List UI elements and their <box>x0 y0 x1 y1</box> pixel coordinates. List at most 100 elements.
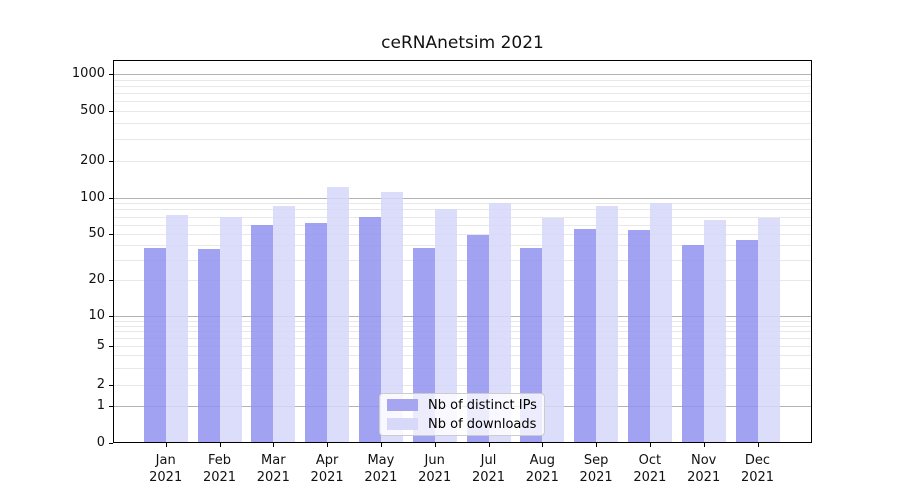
y-tick-label-2: 2 <box>96 377 105 392</box>
bar-nov-distinct-ips <box>681 245 704 442</box>
x-tick-mark <box>596 443 598 447</box>
bar-apr-downloads <box>327 187 350 442</box>
minor-gridline-800 <box>114 85 811 87</box>
x-tick-mark <box>219 443 221 447</box>
x-tick-mark <box>165 443 167 447</box>
x-tick-mark <box>649 443 651 447</box>
y-tick-mark <box>109 406 113 407</box>
legend-label-distinct-ips: Nb of distinct IPs <box>428 397 537 413</box>
x-tick-label-feb: Feb 2021 <box>192 452 248 486</box>
bar-dec-downloads <box>757 218 780 442</box>
x-tick-year: 2021 <box>740 470 775 485</box>
x-tick-label-aug: Aug 2021 <box>514 452 570 486</box>
x-tick-year: 2021 <box>471 470 506 485</box>
minor-gridline-60 <box>114 224 811 226</box>
bar-mar-distinct-ips <box>251 224 274 442</box>
y-tick-mark <box>109 197 113 199</box>
chart-title: ceRNAnetsim 2021 <box>381 33 544 53</box>
minor-gridline-80 <box>114 209 811 211</box>
x-tick-mark <box>542 443 544 447</box>
legend: Nb of distinct IPs Nb of downloads <box>379 393 545 436</box>
x-tick-month: Nov <box>691 453 717 468</box>
bar-jan-downloads <box>165 215 188 442</box>
minor-gridline-700 <box>114 93 811 95</box>
x-tick-mark <box>757 443 759 447</box>
x-tick-year: 2021 <box>202 470 237 485</box>
minor-gridline-20 <box>114 280 811 281</box>
x-tick-month: Feb <box>207 453 232 468</box>
x-tick-month: Aug <box>529 453 555 468</box>
y-tick-mark <box>109 111 113 112</box>
minor-gridline-500 <box>114 111 811 112</box>
bar-feb-downloads <box>219 217 242 442</box>
minor-gridline-200 <box>114 160 811 162</box>
y-tick-label-200: 200 <box>80 152 105 168</box>
x-tick-month: Dec <box>744 453 771 468</box>
bar-jul-distinct-ips <box>466 235 489 442</box>
x-tick-month: Apr <box>315 453 339 468</box>
x-tick-mark <box>703 443 705 447</box>
x-tick-month: Mar <box>261 453 286 468</box>
x-tick-year: 2021 <box>687 470 721 485</box>
legend-swatch-distinct-ips <box>387 399 418 411</box>
y-tick-label-500: 500 <box>80 103 105 118</box>
bar-may-distinct-ips <box>358 216 381 442</box>
y-tick-mark <box>109 316 113 317</box>
legend-item-distinct-ips: Nb of distinct IPs <box>387 398 544 413</box>
bar-jul-downloads <box>488 203 511 442</box>
legend-label-downloads: Nb of downloads <box>428 416 537 432</box>
bar-may-downloads <box>380 192 403 442</box>
x-tick-label-oct: Oct 2021 <box>622 452 678 486</box>
x-tick-year: 2021 <box>256 470 290 485</box>
bar-sep-distinct-ips <box>574 229 597 442</box>
x-tick-mark <box>327 443 329 447</box>
x-tick-label-dec: Dec 2021 <box>730 452 786 486</box>
x-tick-year: 2021 <box>579 470 613 485</box>
legend-swatch-downloads <box>387 418 418 430</box>
y-tick-label-0: 0 <box>96 435 105 450</box>
x-tick-year: 2021 <box>149 470 183 485</box>
minor-gridline-9 <box>114 320 811 322</box>
bar-nov-downloads <box>703 220 726 442</box>
minor-gridline-300 <box>114 138 811 140</box>
x-tick-month: Oct <box>638 453 662 468</box>
x-tick-year: 2021 <box>364 470 398 485</box>
x-tick-label-jan: Jan 2021 <box>138 452 194 486</box>
bar-jun-downloads <box>434 209 457 442</box>
y-tick-mark <box>109 443 113 444</box>
minor-gridline-50 <box>114 234 811 236</box>
x-tick-year: 2021 <box>525 470 559 485</box>
x-tick-year: 2021 <box>418 470 452 485</box>
minor-gridline-30 <box>114 259 811 261</box>
minor-gridline-4 <box>114 355 811 357</box>
y-tick-label-1: 1 <box>96 398 105 413</box>
x-tick-label-jul: Jul 2021 <box>461 452 517 486</box>
bar-aug-downloads <box>542 218 565 442</box>
bar-feb-distinct-ips <box>197 249 220 442</box>
x-tick-month: Sep <box>583 453 609 468</box>
plot-area <box>113 60 812 443</box>
x-tick-year: 2021 <box>310 470 344 485</box>
bar-oct-downloads <box>649 202 672 442</box>
y-tick-label-5: 5 <box>96 338 105 353</box>
minor-gridline-2 <box>114 385 811 386</box>
x-tick-label-jun: Jun 2021 <box>407 452 463 486</box>
y-tick-mark <box>109 160 113 162</box>
y-tick-mark <box>109 346 113 347</box>
bar-jan-distinct-ips <box>143 247 166 442</box>
minor-gridline-8 <box>114 325 811 327</box>
x-tick-month: Jun <box>424 453 445 468</box>
y-tick-mark <box>109 74 113 75</box>
minor-gridline-900 <box>114 79 811 81</box>
major-gridline-10 <box>114 316 811 317</box>
x-tick-mark <box>273 443 275 447</box>
y-tick-label-1000: 1000 <box>71 66 105 81</box>
x-tick-year: 2021 <box>633 470 667 485</box>
bar-dec-distinct-ips <box>735 239 758 442</box>
bar-mar-downloads <box>273 205 296 442</box>
y-tick-label-10: 10 <box>88 308 105 323</box>
y-tick-label-20: 20 <box>88 272 105 287</box>
y-tick-mark <box>109 280 113 281</box>
minor-gridline-90 <box>114 203 811 205</box>
